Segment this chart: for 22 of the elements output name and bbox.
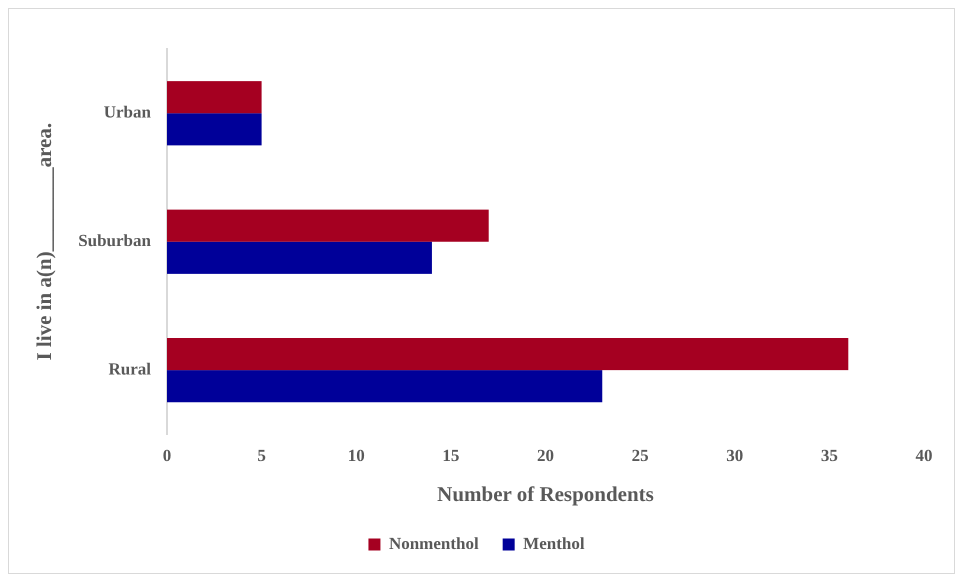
bar: [166, 113, 262, 146]
y-tick-label: Suburban: [78, 231, 152, 250]
y-axis-title: I live in a(n)________area.: [32, 122, 56, 361]
legend-label: Nonmenthol: [388, 534, 479, 553]
bar: [166, 210, 489, 242]
x-tick-label: 5: [257, 446, 266, 465]
x-axis-title: Number of Respondents: [437, 482, 654, 506]
x-tick-label: 20: [536, 446, 554, 465]
x-tick-label: 10: [348, 446, 365, 465]
y-tick-label: Urban: [104, 102, 152, 122]
bar: [166, 242, 432, 274]
bar: [166, 370, 602, 402]
x-tick-label: 35: [820, 446, 838, 465]
x-tick-label: 15: [442, 446, 460, 465]
y-tick-label: Rural: [108, 360, 152, 379]
x-tick-label: 30: [726, 446, 744, 465]
bar: [166, 338, 848, 370]
x-tick-label: 40: [916, 446, 932, 465]
bar: [166, 81, 262, 114]
x-tick-label: 25: [632, 446, 649, 465]
legend-label: Menthol: [523, 534, 585, 553]
x-tick-label: 0: [162, 446, 172, 465]
